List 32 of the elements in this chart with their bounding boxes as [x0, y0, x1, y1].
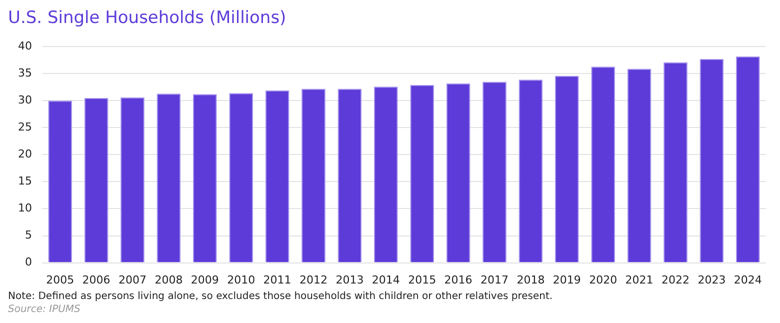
x-tick-label: 2010	[227, 273, 256, 286]
y-tick-label: 20	[18, 148, 32, 161]
x-tick-label: 2013	[336, 273, 364, 286]
x-tick-label: 2018	[516, 273, 545, 286]
x-tick-label: 2015	[408, 273, 436, 286]
x-tick-label: 2006	[82, 273, 110, 286]
y-tick-label: 10	[18, 202, 32, 215]
x-tick-label: 2009	[190, 273, 219, 286]
x-tick-label: 2020	[589, 273, 618, 286]
x-tick-label: 2014	[372, 273, 400, 286]
x-tick-label: 2008	[154, 273, 183, 286]
x-tick-label: 2012	[300, 273, 328, 286]
y-tick-label: 0	[24, 256, 32, 269]
text: Note: Defined as persons living alone, so excludes those households with children or other relatives present.	[8, 290, 554, 303]
x-tick-label: 2016	[444, 273, 472, 286]
x-tick-label: 2023	[698, 273, 726, 286]
x-tick-label: 2011	[263, 273, 292, 286]
x-tick-label: 2017	[480, 273, 508, 286]
y-tick-label: 5	[24, 228, 32, 242]
source-note: Source: IPUMS	[8, 303, 82, 316]
y-tick-label: 35	[18, 66, 32, 80]
x-tick-label: 2022	[662, 273, 690, 286]
chart-title: U.S. Single Households (Millions)	[8, 8, 288, 28]
x-tick-label: 2021	[625, 273, 654, 286]
y-tick-label: 15	[18, 174, 32, 188]
x-tick-label: 2019	[552, 273, 581, 286]
x-tick-label: 2005	[46, 273, 74, 286]
x-tick-label: 2024	[734, 273, 762, 286]
y-tick-label: 40	[18, 39, 32, 52]
x-tick-label: 2007	[118, 273, 146, 286]
y-tick-label: 30	[18, 94, 32, 107]
y-tick-label: 25	[18, 120, 32, 134]
